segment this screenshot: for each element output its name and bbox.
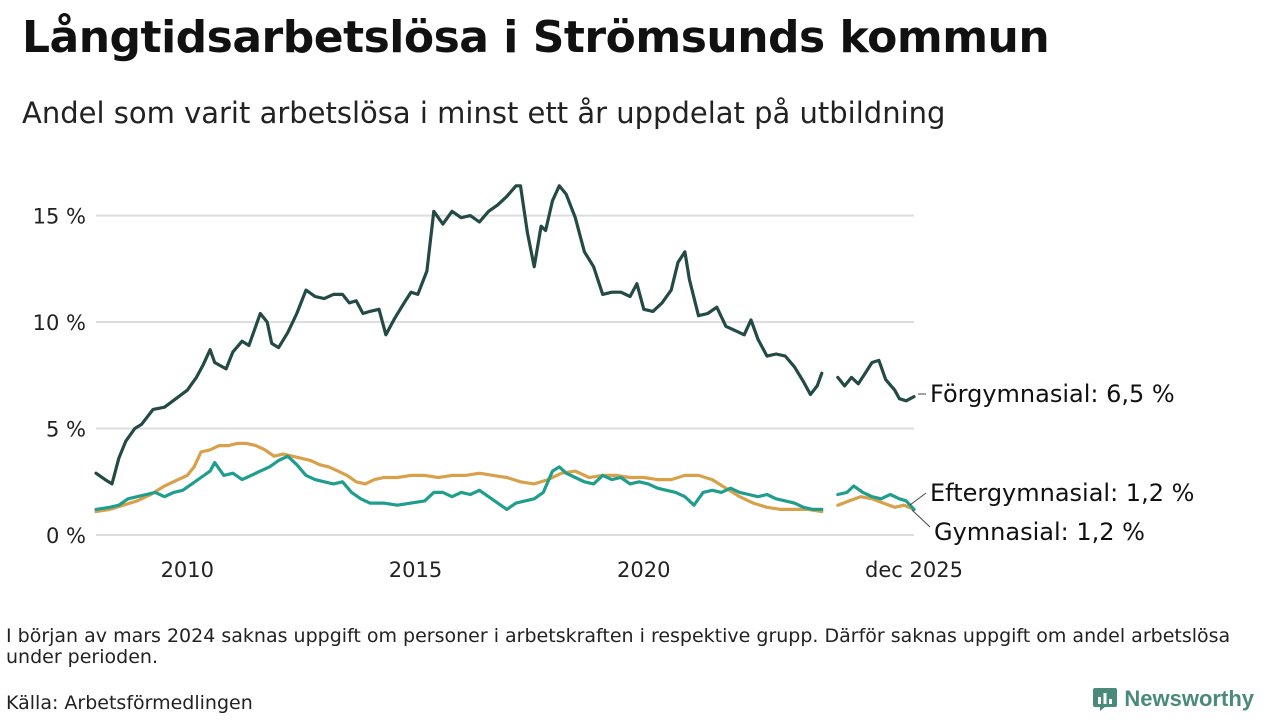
series-line-eftergymnasial-0	[94, 441, 824, 514]
series-line-forgymnasial-1	[836, 358, 916, 403]
x-tick-label: dec 2025	[865, 558, 963, 582]
series-label-gymnasial: Gymnasial: 1,2 %	[934, 518, 1145, 546]
brand-logo: Newsworthy	[1092, 686, 1254, 712]
source-credit: Källa: Arbetsförmedlingen	[6, 692, 253, 714]
series-line-gymnasial-1	[836, 484, 916, 511]
label-leader-gymnasial	[911, 509, 931, 528]
line-chart: 0 % 5 % 10 % 15 % 2010 2015 2020 dec 2025 Förg…	[33, 184, 1194, 582]
chart-title: Långtidsarbetslösa i Strömsunds kommun	[22, 12, 1050, 63]
x-tick-label: 2020	[617, 558, 670, 582]
x-axis-ticks: 2010 2015 2020 dec 2025	[161, 558, 963, 582]
y-tick-label: 5 %	[46, 418, 86, 442]
y-tick-label: 0 %	[46, 524, 86, 548]
series-labels: Förgymnasial: 6,5 % Eftergymnasial: 1,2 %…	[909, 380, 1194, 546]
y-tick-label: 10 %	[33, 311, 86, 335]
y-axis-ticks: 0 % 5 % 10 % 15 %	[33, 205, 86, 548]
label-leader-eftergymnasial	[909, 492, 927, 506]
brand-name: Newsworthy	[1124, 686, 1254, 711]
footnote: I början av mars 2024 saknas uppgift om …	[6, 625, 1231, 668]
series-line-eftergymnasial-1	[836, 495, 916, 511]
gridlines	[96, 214, 914, 536]
chart-subtitle: Andel som varit arbetslösa i minst ett å…	[22, 96, 946, 130]
x-tick-label: 2015	[389, 558, 442, 582]
series-line-gymnasial-0	[94, 454, 824, 511]
series-line-forgymnasial-0	[94, 184, 824, 486]
y-tick-label: 15 %	[33, 205, 86, 229]
newsworthy-chart-icon	[1093, 688, 1118, 711]
series-label-forgymnasial: Förgymnasial: 6,5 %	[930, 380, 1175, 408]
x-tick-label: 2010	[161, 558, 214, 582]
series-label-eftergymnasial: Eftergymnasial: 1,2 %	[930, 479, 1194, 507]
series-lines	[94, 184, 916, 514]
